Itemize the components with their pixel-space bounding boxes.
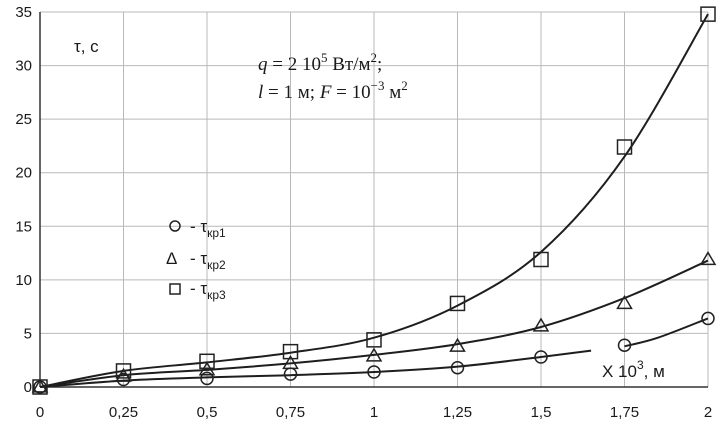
data-point-triangle	[532, 317, 550, 332]
data-point-circle	[450, 360, 465, 375]
legend-label-1: - τкр1	[190, 217, 226, 240]
legend-item-1: - τкр1	[169, 217, 226, 240]
y-tick-label: 5	[24, 325, 32, 342]
legend-triangle-marker: Δ	[166, 249, 177, 268]
y-tick-label: 20	[15, 165, 32, 182]
legend-square-marker	[169, 283, 181, 295]
annotation-line-1: q = 2 105 Вт/м2;	[258, 50, 382, 75]
x-tick-label: 0,75	[276, 404, 305, 421]
data-point-triangle	[31, 378, 49, 393]
y-axis-label: τ, с	[74, 37, 99, 56]
fit-curve-square	[39, 13, 709, 388]
legend-label-2: - τкр2	[190, 249, 226, 272]
y-tick-label: 0	[24, 379, 32, 396]
tick-labels: 0 5 10 15 20 25 30 35 0 0,25 0,5 0,75 1 1,25 1,5 1,75 2	[15, 4, 712, 421]
legend-label-3: - τкр3	[190, 279, 226, 302]
y-tick-label: 25	[15, 111, 32, 128]
data-point-triangle	[365, 347, 383, 362]
x-axis-label: X 103, м	[602, 358, 665, 381]
data-point-square	[115, 363, 132, 379]
data-point-circle	[617, 338, 632, 352]
annotation-line-2: l = 1 м; F = 10−3 м2	[258, 78, 408, 103]
y-tick-label: 10	[15, 272, 32, 289]
legend-circle-marker	[169, 220, 181, 232]
x-tick-label: 2	[704, 404, 712, 421]
x-tick-label: 1,5	[531, 404, 552, 421]
data-point-circle	[200, 371, 214, 386]
x-tick-label: 1,75	[610, 404, 639, 421]
data-point-square	[282, 343, 299, 360]
data-point-square	[533, 251, 549, 268]
x-tick-label: 1,25	[443, 404, 472, 421]
data-point-square	[449, 295, 466, 312]
data-point-square	[366, 332, 382, 348]
y-tick-label: 30	[15, 58, 32, 75]
data-point-triangle	[282, 354, 299, 370]
data-point-triangle	[699, 251, 717, 266]
data-point-triangle	[115, 367, 132, 382]
y-tick-label: 15	[15, 218, 32, 235]
x-tick-label: 0	[36, 404, 44, 421]
y-tick-label: 35	[15, 4, 32, 21]
data-point-square	[700, 6, 716, 22]
fit-curve-circle-b	[624, 317, 709, 348]
x-tick-label: 0,25	[109, 404, 138, 421]
grid	[40, 11, 709, 387]
x-tick-label: 1	[370, 404, 378, 421]
fit-curve-triangle	[39, 259, 709, 388]
data-markers	[31, 6, 717, 395]
data-point-square	[32, 379, 48, 395]
data-point-circle	[534, 350, 548, 364]
data-point-square	[616, 139, 633, 155]
data-point-circle	[701, 311, 715, 326]
data-point-triangle	[449, 337, 466, 352]
axes	[39, 12, 708, 388]
legend: - τкр1 Δ - τкр2 - τкр3	[166, 217, 226, 302]
legend-item-3: - τкр3	[169, 279, 226, 302]
data-point-square	[199, 353, 215, 370]
x-tick-label: 0,5	[197, 404, 218, 421]
parameters-annotation: q = 2 105 Вт/м2; l = 1 м; F = 10−3 м2	[258, 50, 408, 103]
legend-item-2: Δ - τкр2	[166, 249, 226, 272]
data-point-triangle	[616, 294, 633, 310]
data-point-circle	[367, 365, 381, 379]
